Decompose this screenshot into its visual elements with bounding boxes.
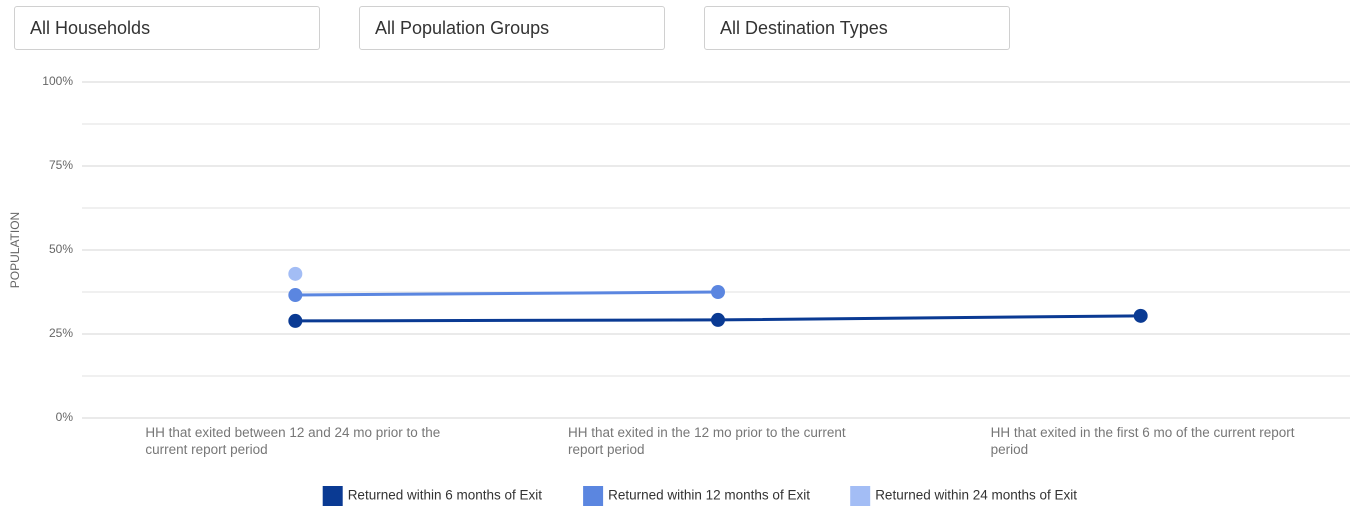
data-point [288,266,303,281]
legend-label: Returned within 6 months of Exit [348,488,543,503]
data-point [288,288,303,303]
data-point [711,312,725,327]
y-tick-label: 25% [49,326,73,340]
legend-label: Returned within 12 months of Exit [608,488,810,503]
legend-swatch [850,486,871,506]
data-point [1133,308,1148,323]
households-dropdown[interactable]: All Households [14,6,320,50]
y-tick-label: 0% [56,410,74,424]
x-tick-label: HH that exited in the first 6 mo of the … [990,425,1295,457]
y-axis-title: POPULATION [8,212,22,288]
data-point [711,285,725,299]
y-tick-label: 100% [42,74,73,88]
data-point [288,313,303,328]
legend-swatch [322,486,343,506]
series-line [295,290,719,297]
x-tick-label: HH that exited between 12 and 24 mo prio… [145,425,441,457]
y-tick-label: 75% [49,158,73,172]
legend-swatch [583,486,604,506]
destination-dropdown[interactable]: All Destination Types [704,6,1010,50]
population-dropdown[interactable]: All Population Groups [359,6,665,50]
y-tick-label: 50% [49,242,73,256]
legend-label: Returned within 24 months of Exit [875,488,1077,503]
legend: Returned within 6 months of Exit Returned… [322,486,1077,506]
x-tick-label: HH that exited in the 12 mo prior to the… [568,425,846,457]
